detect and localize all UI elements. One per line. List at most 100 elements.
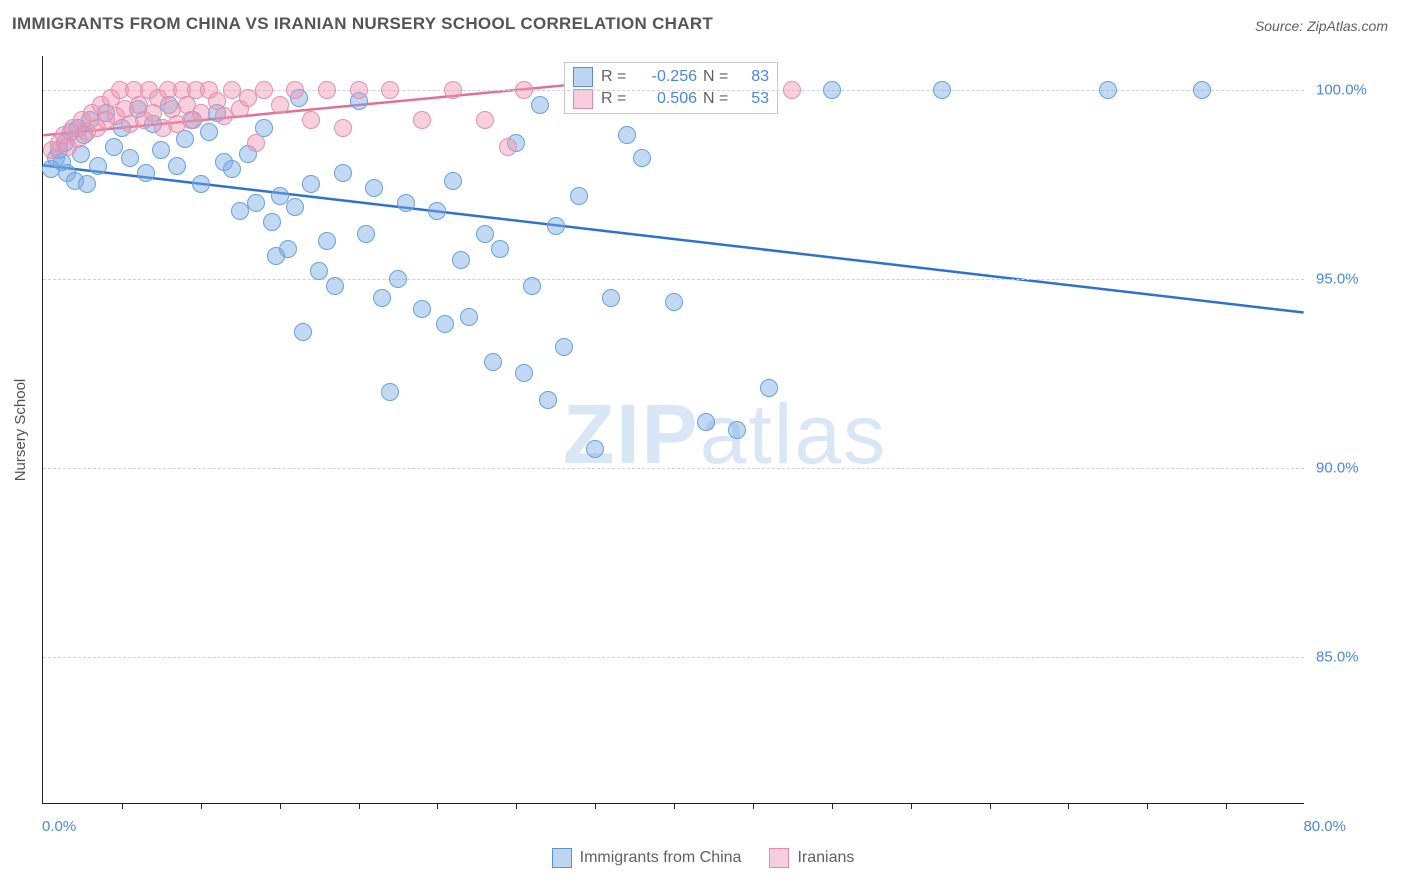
- data-point: [413, 300, 431, 318]
- legend-label: Immigrants from China: [580, 849, 742, 867]
- y-axis-title: Nursery School: [12, 379, 29, 482]
- legend-r-label: R =: [601, 68, 631, 86]
- regression-line: [43, 165, 1303, 312]
- x-tick: [201, 803, 202, 809]
- x-tick: [1068, 803, 1069, 809]
- x-tick: [595, 803, 596, 809]
- data-point: [428, 202, 446, 220]
- data-point: [531, 96, 549, 114]
- data-point: [168, 157, 186, 175]
- data-point: [192, 175, 210, 193]
- data-point: [783, 81, 801, 99]
- gridline-h: [43, 657, 1304, 658]
- chart-title: IMMIGRANTS FROM CHINA VS IRANIAN NURSERY…: [12, 14, 713, 34]
- legend-r-value: 0.506: [637, 90, 697, 108]
- data-point: [302, 175, 320, 193]
- data-point: [381, 81, 399, 99]
- x-tick: [280, 803, 281, 809]
- data-point: [436, 315, 454, 333]
- data-point: [381, 383, 399, 401]
- data-point: [515, 364, 533, 382]
- legend-label: Iranians: [797, 849, 854, 867]
- data-point: [444, 81, 462, 99]
- x-tick: [122, 803, 123, 809]
- legend-r-label: R =: [601, 90, 631, 108]
- data-point: [618, 126, 636, 144]
- x-tick: [359, 803, 360, 809]
- legend-swatch: [769, 848, 789, 868]
- y-tick-label: 95.0%: [1316, 270, 1359, 287]
- legend-item: Immigrants from China: [552, 848, 742, 868]
- data-point: [105, 138, 123, 156]
- x-tick: [1226, 803, 1227, 809]
- data-point: [1099, 81, 1117, 99]
- data-point: [365, 179, 383, 197]
- data-point: [137, 164, 155, 182]
- source-credit: Source: ZipAtlas.com: [1255, 18, 1388, 34]
- data-point: [586, 440, 604, 458]
- data-point: [413, 111, 431, 129]
- legend-n-label: N =: [703, 68, 733, 86]
- y-tick-label: 90.0%: [1316, 459, 1359, 476]
- data-point: [223, 160, 241, 178]
- data-point: [697, 413, 715, 431]
- legend-r-value: -0.256: [637, 68, 697, 86]
- x-tick: [990, 803, 991, 809]
- legend-n-value: 53: [739, 90, 769, 108]
- data-point: [318, 81, 336, 99]
- data-point: [271, 96, 289, 114]
- data-point: [476, 225, 494, 243]
- legend-item: Iranians: [769, 848, 854, 868]
- x-tick: [1147, 803, 1148, 809]
- data-point: [350, 81, 368, 99]
- legend-swatch: [573, 67, 593, 87]
- data-point: [286, 81, 304, 99]
- data-point: [334, 119, 352, 137]
- data-point: [1193, 81, 1211, 99]
- data-point: [728, 421, 746, 439]
- chart-container: IMMIGRANTS FROM CHINA VS IRANIAN NURSERY…: [0, 0, 1406, 892]
- x-tick: [674, 803, 675, 809]
- data-point: [310, 262, 328, 280]
- data-point: [523, 277, 541, 295]
- data-point: [152, 141, 170, 159]
- data-point: [263, 213, 281, 231]
- x-tick: [437, 803, 438, 809]
- data-point: [555, 338, 573, 356]
- x-axis-max-label: 80.0%: [1303, 818, 1346, 835]
- data-point: [547, 217, 565, 235]
- data-point: [460, 308, 478, 326]
- plot-area: ZIPatlas R =-0.256N =83R =0.506N =53: [42, 56, 1304, 804]
- data-point: [271, 187, 289, 205]
- data-point: [247, 194, 265, 212]
- data-point: [760, 379, 778, 397]
- data-point: [302, 111, 320, 129]
- legend-n-value: 83: [739, 68, 769, 86]
- data-point: [267, 247, 285, 265]
- x-tick: [753, 803, 754, 809]
- data-point: [247, 134, 265, 152]
- data-point: [665, 293, 683, 311]
- data-point: [539, 391, 557, 409]
- data-point: [476, 111, 494, 129]
- data-point: [373, 289, 391, 307]
- data-point: [78, 175, 96, 193]
- data-point: [933, 81, 951, 99]
- data-point: [318, 232, 336, 250]
- legend-swatch: [573, 89, 593, 109]
- data-point: [255, 81, 273, 99]
- data-point: [326, 277, 344, 295]
- data-point: [357, 225, 375, 243]
- data-point: [823, 81, 841, 99]
- data-point: [89, 157, 107, 175]
- legend-n-label: N =: [703, 90, 733, 108]
- data-point: [200, 123, 218, 141]
- data-point: [444, 172, 462, 190]
- legend-swatch: [552, 848, 572, 868]
- data-point: [515, 81, 533, 99]
- x-tick: [911, 803, 912, 809]
- data-point: [499, 138, 517, 156]
- bottom-legend: Immigrants from China Iranians: [0, 848, 1406, 868]
- data-point: [570, 187, 588, 205]
- data-point: [389, 270, 407, 288]
